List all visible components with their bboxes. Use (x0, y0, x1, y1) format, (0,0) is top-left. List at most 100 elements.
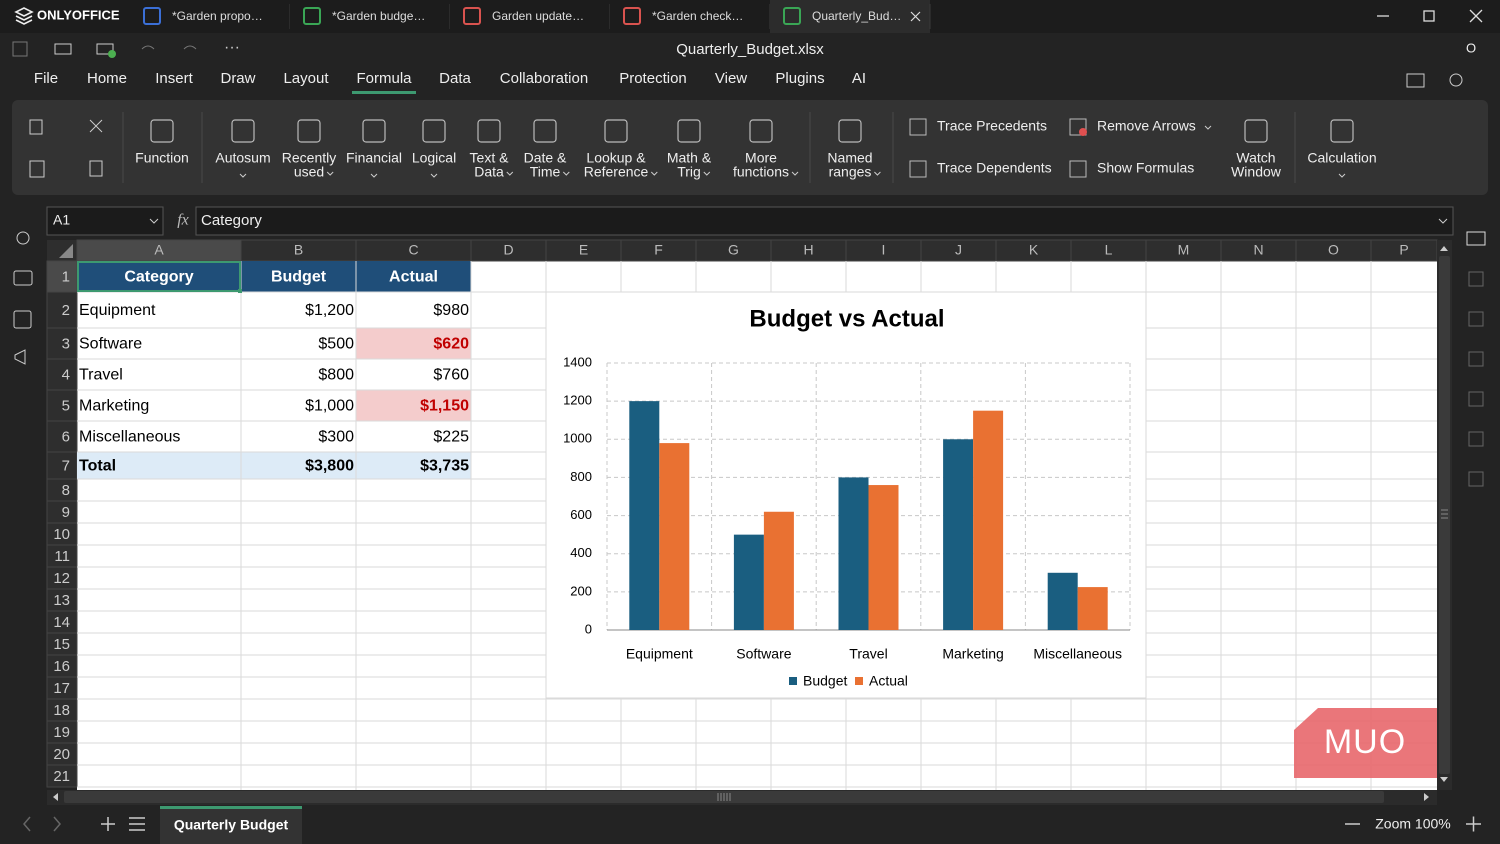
ribbon-small-label[interactable]: Trace Precedents (937, 118, 1047, 134)
zoom-in[interactable] (1466, 816, 1481, 832)
ribbon-button[interactable] (130, 112, 194, 184)
shape-settings-icon[interactable] (1468, 271, 1484, 287)
cell-settings-icon[interactable] (1466, 231, 1486, 246)
row-header[interactable] (46, 764, 78, 788)
cell-text[interactable]: $760 (433, 367, 469, 384)
restore-button[interactable] (1423, 10, 1435, 22)
row-header[interactable] (46, 291, 78, 329)
print-icon[interactable] (54, 43, 72, 55)
paragraph-settings-icon[interactable] (1468, 351, 1484, 367)
ribbon-small-icon[interactable] (1069, 118, 1087, 136)
row-header[interactable] (46, 420, 78, 453)
quick-print-icon[interactable] (96, 43, 114, 55)
spellcheck-icon[interactable] (13, 310, 32, 329)
cell-text[interactable]: Travel (79, 367, 123, 384)
ribbon-button[interactable] (342, 112, 406, 184)
menu-item[interactable]: Draw (220, 70, 255, 87)
cell-text[interactable]: $800 (318, 367, 354, 384)
sheet-tab[interactable] (160, 808, 302, 844)
cell-text[interactable]: Marketing (79, 398, 149, 415)
formula-input[interactable] (195, 206, 1454, 236)
menu-item[interactable]: Home (87, 70, 127, 87)
menu-item[interactable]: Plugins (775, 70, 824, 87)
text-art-icon[interactable] (1468, 391, 1484, 407)
add-sheet[interactable] (101, 817, 115, 831)
close-button[interactable] (1469, 9, 1483, 23)
row-header[interactable] (46, 451, 78, 480)
ribbon-small-icon[interactable] (1069, 160, 1087, 178)
search-icon[interactable] (1449, 73, 1463, 87)
menu-item[interactable]: Collaboration (500, 70, 588, 87)
more-icon[interactable]: ··· (224, 39, 240, 56)
ribbon-button[interactable] (211, 112, 275, 184)
redo-icon[interactable] (183, 45, 197, 50)
document-tab[interactable] (770, 0, 930, 33)
sheet-list[interactable] (129, 817, 145, 831)
select-all[interactable] (59, 244, 73, 258)
cell-text[interactable]: $3,800 (305, 458, 354, 475)
document-tab[interactable] (130, 0, 290, 33)
scroll-left[interactable] (53, 793, 58, 801)
sheet-nav[interactable] (23, 816, 61, 832)
cell-text[interactable]: $300 (318, 429, 354, 446)
cell-text[interactable]: $620 (433, 336, 469, 353)
cell-text[interactable]: $1,150 (420, 398, 469, 415)
scroll-right[interactable] (1424, 793, 1429, 801)
menu-item[interactable]: File (34, 70, 58, 87)
cell-text[interactable]: Equipment (79, 302, 156, 319)
name-box[interactable] (46, 206, 164, 236)
signature-icon[interactable] (1468, 471, 1484, 487)
undo-icon[interactable] (141, 45, 155, 50)
format-painter-icon[interactable] (89, 160, 103, 177)
cell-text[interactable]: Software (79, 336, 142, 353)
scroll-up[interactable] (1440, 246, 1448, 251)
menu-item[interactable]: Insert (155, 70, 193, 87)
cell-text[interactable]: Budget (271, 269, 327, 286)
paste-icon[interactable] (29, 160, 45, 178)
ribbon-small-label[interactable]: Trace Dependents (937, 160, 1052, 176)
ribbon-small-label[interactable]: Show Formulas (1097, 160, 1194, 176)
cell-text[interactable]: $500 (318, 336, 354, 353)
ribbon-small-icon[interactable] (909, 160, 927, 178)
cell-text[interactable]: $1,000 (305, 398, 354, 415)
menu-item[interactable]: View (715, 70, 747, 87)
cell-text[interactable]: $1,200 (305, 302, 354, 319)
tab-close[interactable] (910, 11, 921, 22)
user-avatar[interactable]: O (1466, 40, 1476, 55)
cell-text[interactable]: Category (124, 269, 193, 286)
row-header[interactable] (46, 358, 78, 391)
cell-text[interactable]: Miscellaneous (79, 429, 180, 446)
ribbon-small-icon[interactable] (909, 118, 927, 136)
cell-text[interactable]: $3,735 (420, 458, 469, 475)
ribbon-icon (1244, 119, 1268, 143)
cell-text[interactable]: $225 (433, 429, 469, 446)
copy-icon[interactable] (29, 119, 43, 135)
cell-text[interactable]: Actual (389, 269, 438, 286)
find-icon[interactable] (16, 231, 30, 245)
document-tab[interactable] (450, 0, 610, 33)
menu-item[interactable]: Data (439, 70, 471, 87)
pivot-settings-icon[interactable] (1468, 431, 1484, 447)
feedback-icon[interactable] (14, 349, 26, 365)
name-box-arrow[interactable] (149, 218, 159, 224)
formula-expand[interactable] (1438, 218, 1448, 224)
open-location-icon[interactable] (1406, 73, 1425, 88)
column-header-label: H (803, 242, 813, 258)
image-settings-icon[interactable] (1468, 311, 1484, 327)
scroll-down[interactable] (1440, 777, 1448, 782)
menu-item[interactable]: Layout (283, 70, 329, 87)
ribbon-small-label[interactable]: Remove Arrows (1097, 118, 1196, 134)
cell-text[interactable]: Total (79, 458, 116, 475)
menu-item[interactable]: Protection (619, 70, 687, 87)
menu-item[interactable]: AI (852, 70, 866, 87)
save-icon[interactable] (12, 41, 28, 57)
comments-icon[interactable] (13, 270, 33, 286)
cut-icon[interactable] (89, 119, 103, 133)
ribbon-button[interactable] (402, 112, 466, 184)
ribbon-button[interactable] (1310, 112, 1374, 184)
document-tab[interactable] (610, 0, 770, 33)
vertical-thumb[interactable] (1439, 256, 1450, 774)
menu-item[interactable]: Formula (356, 70, 412, 87)
document-tab[interactable] (290, 0, 450, 33)
cell-text[interactable]: $980 (433, 302, 469, 319)
